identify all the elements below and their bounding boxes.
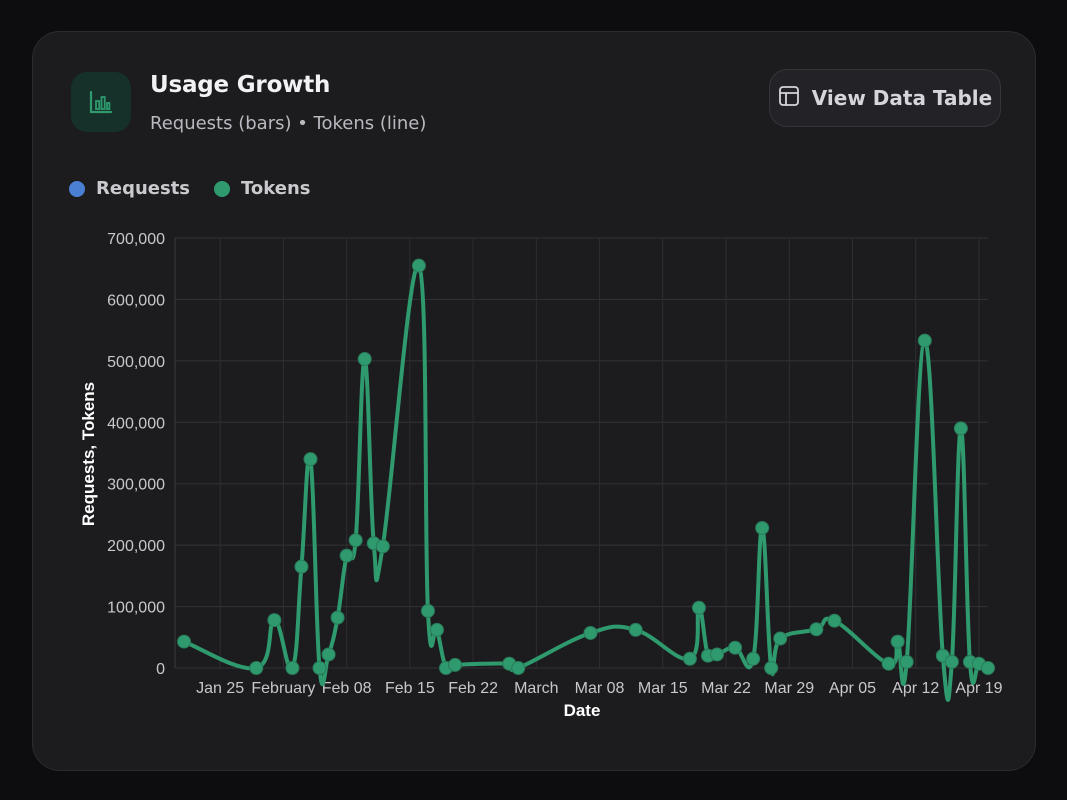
tokens-point[interactable]	[773, 631, 788, 646]
x-tick-label: Feb 22	[448, 680, 498, 697]
tokens-point[interactable]	[339, 548, 354, 563]
view-data-table-button[interactable]: View Data Table	[769, 69, 1001, 127]
tokens-point[interactable]	[981, 661, 995, 675]
tokens-point[interactable]	[682, 651, 697, 666]
bar-chart-icon	[71, 72, 131, 132]
x-tick-label: February	[251, 680, 315, 697]
tokens-point[interactable]	[321, 647, 336, 662]
x-tick-label: Mar 08	[575, 680, 625, 697]
tokens-point[interactable]	[294, 559, 309, 574]
x-axis-ticks: Jan 25 February Feb 08 Feb 15 Feb 22 March Mar…	[196, 680, 1002, 697]
y-tick-label: 500,000	[107, 354, 165, 371]
y-tick-label: 300,000	[107, 477, 165, 494]
tokens-point[interactable]	[348, 533, 363, 548]
tokens-series	[177, 258, 995, 702]
legend-label-tokens: Tokens	[241, 178, 311, 199]
x-tick-label: Apr 05	[829, 680, 876, 697]
tokens-point[interactable]	[809, 622, 824, 637]
legend-dot-tokens	[214, 180, 231, 197]
tokens-point[interactable]	[728, 640, 743, 655]
tokens-point[interactable]	[375, 539, 390, 554]
tokens-point[interactable]	[448, 657, 463, 672]
legend-label-requests: Requests	[96, 178, 191, 199]
chart-title: Usage Growth	[150, 72, 331, 98]
x-tick-label: Mar 15	[638, 680, 688, 697]
tokens-point[interactable]	[890, 634, 905, 649]
view-data-table-label: View Data Table	[811, 86, 993, 110]
y-tick-label: 400,000	[107, 415, 165, 432]
tokens-point[interactable]	[511, 661, 526, 675]
x-tick-label: March	[514, 680, 558, 697]
tokens-point[interactable]	[357, 352, 372, 367]
tokens-point[interactable]	[249, 661, 264, 675]
tokens-point[interactable]	[827, 613, 842, 628]
legend-dot-requests	[69, 180, 85, 197]
tokens-point[interactable]	[583, 625, 598, 640]
tokens-point[interactable]	[312, 661, 327, 675]
x-tick-label: Jan 25	[196, 680, 244, 697]
tokens-point[interactable]	[710, 647, 724, 662]
chart-subtitle: Requests (bars) • Tokens (line)	[150, 113, 427, 134]
tokens-point[interactable]	[285, 661, 300, 675]
tokens-point[interactable]	[881, 656, 896, 671]
tokens-point[interactable]	[429, 622, 444, 637]
table-layout-icon	[778, 85, 800, 111]
tokens-point[interactable]	[899, 654, 914, 669]
tokens-point[interactable]	[691, 600, 706, 615]
y-tick-label: 200,000	[107, 538, 165, 555]
y-tick-label: 700,000	[107, 231, 165, 248]
y-axis-title: Requests, Tokens	[79, 382, 98, 526]
tokens-point[interactable]	[267, 613, 282, 628]
tokens-point[interactable]	[944, 654, 959, 669]
x-tick-label: Feb 15	[385, 680, 435, 697]
chart-legend: Requests Tokens	[69, 178, 311, 199]
tokens-point[interactable]	[420, 603, 435, 618]
tokens-point[interactable]	[917, 333, 932, 348]
y-axis-ticks: 0 100,000 200,000 300,000 400,000 500,000 600,…	[107, 231, 165, 678]
legend-item-tokens[interactable]: Tokens	[214, 178, 311, 199]
x-tick-label: Apr 12	[892, 680, 939, 697]
tokens-point[interactable]	[755, 520, 770, 535]
tokens-point[interactable]	[411, 258, 426, 273]
y-tick-label: 600,000	[107, 292, 165, 309]
tokens-point[interactable]	[764, 661, 779, 675]
tokens-point[interactable]	[953, 421, 968, 436]
x-axis-title: Date	[564, 701, 601, 720]
tokens-point[interactable]	[746, 651, 761, 666]
chart-grid	[174, 237, 988, 669]
tokens-point[interactable]	[303, 452, 318, 467]
tokens-point[interactable]	[330, 610, 345, 625]
tokens-point[interactable]	[628, 622, 643, 637]
tokens-point[interactable]	[177, 634, 192, 649]
x-tick-label: Mar 29	[764, 680, 814, 697]
y-tick-label: 100,000	[107, 600, 165, 617]
x-tick-label: Apr 19	[955, 680, 1002, 697]
x-tick-label: Mar 22	[701, 680, 751, 697]
y-tick-label: 0	[156, 661, 165, 678]
x-tick-label: Feb 08	[322, 680, 372, 697]
legend-item-requests[interactable]: Requests	[69, 178, 190, 199]
